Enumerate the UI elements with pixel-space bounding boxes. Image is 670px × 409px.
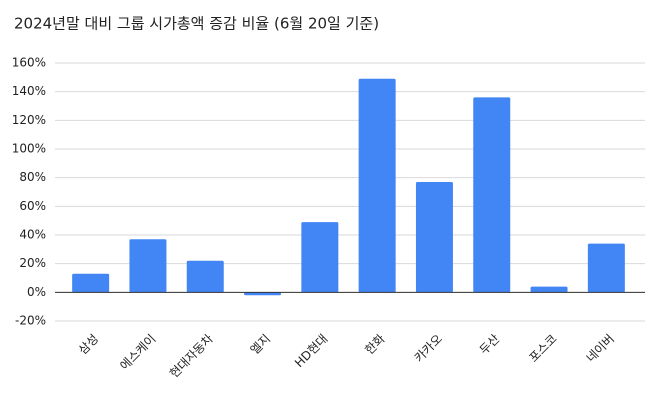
y-tick-label: 40% xyxy=(19,228,46,242)
x-tick-label: 두산 xyxy=(477,332,503,358)
x-tick-label: 한화 xyxy=(362,332,388,358)
x-tick-label: 삼성 xyxy=(76,332,102,358)
bar xyxy=(301,222,339,293)
chart-title: 2024년말 대비 그룹 시가총액 증감 비율 (6월 20일 기준) xyxy=(14,15,379,33)
bar xyxy=(358,78,396,293)
bar xyxy=(587,243,625,293)
y-tick-label: 160% xyxy=(12,56,46,70)
bar xyxy=(415,181,453,293)
x-tick-label: 에스케이 xyxy=(117,332,158,373)
y-tick-label: 140% xyxy=(12,84,46,98)
bar xyxy=(186,260,224,293)
bar xyxy=(244,292,282,296)
y-tick-label: 100% xyxy=(12,142,46,156)
bar xyxy=(72,273,110,293)
bar xyxy=(129,239,167,293)
x-tick-label: 네이버 xyxy=(584,332,617,365)
bar xyxy=(473,97,511,293)
x-tick-label: 엘지 xyxy=(248,332,274,358)
y-tick-label: 20% xyxy=(19,256,46,270)
x-tick-label: HD현대 xyxy=(292,332,330,370)
x-tick-label: 카카오 xyxy=(412,332,445,365)
y-tick-label: 60% xyxy=(19,199,46,213)
x-tick-label: 포스코 xyxy=(526,332,559,365)
x-tick-label: 현대자동차 xyxy=(167,332,216,381)
y-tick-label: -20% xyxy=(15,314,46,328)
y-tick-label: 80% xyxy=(19,170,46,184)
y-tick-label: 0% xyxy=(27,285,46,299)
bar xyxy=(530,286,568,293)
y-tick-label: 120% xyxy=(12,113,46,127)
